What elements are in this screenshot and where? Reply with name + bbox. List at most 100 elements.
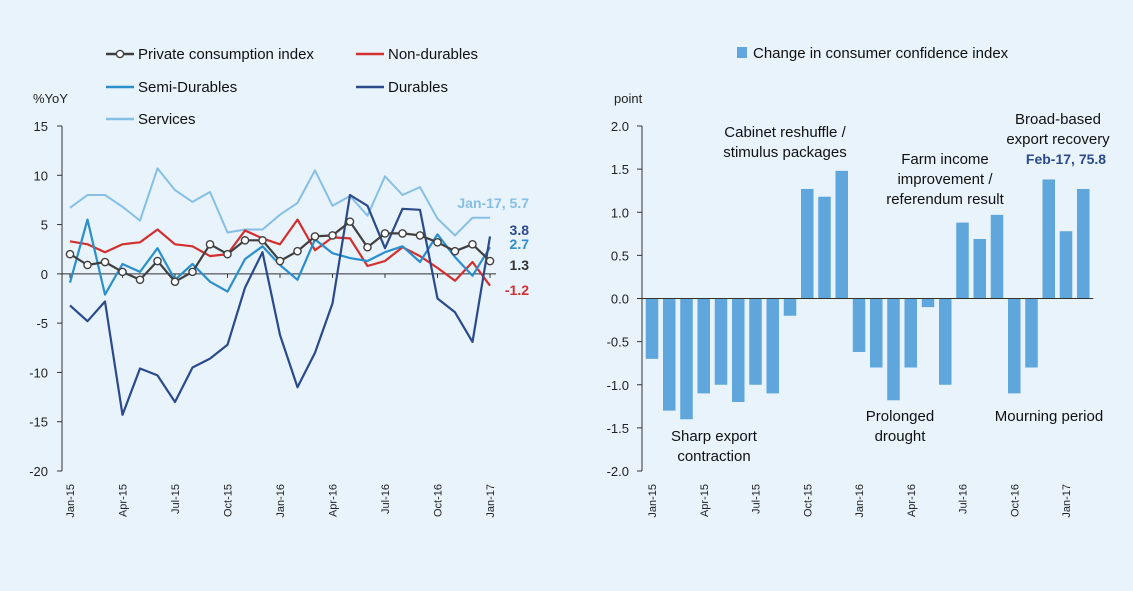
confidence-bar: [1077, 188, 1090, 299]
confidence-bar: [1008, 298, 1021, 394]
confidence-bar: [956, 222, 969, 299]
right-x-tick-label: Apr-16: [906, 484, 918, 517]
nondurables-legend-label: Non-durables: [388, 46, 478, 63]
durables-series-line: [69, 193, 492, 416]
private-point: [485, 256, 495, 266]
private-end-label: 1.3: [510, 257, 530, 273]
confidence-bar: [663, 298, 676, 411]
right-x-tick-label: Oct-16: [1009, 484, 1021, 517]
right-unit-label: point: [614, 91, 643, 106]
private-point: [275, 256, 285, 266]
services-series-line: [69, 167, 490, 237]
private-point: [328, 231, 337, 240]
confidence-bar: [887, 298, 900, 401]
left-unit-label: %YoY: [33, 91, 68, 106]
confidence-bar: [680, 298, 693, 420]
confidence-bar: [766, 298, 779, 394]
durables-end-label: 3.8: [510, 222, 530, 238]
right-y-tick-label: 1.5: [611, 162, 629, 177]
confidence-bar: [714, 298, 728, 385]
right-y-tick-label: 2.0: [611, 119, 629, 134]
left-y-tick-label: 15: [34, 119, 48, 134]
confidence-bar: [939, 298, 952, 385]
right-x-tick-label: Jan-15: [647, 484, 659, 518]
right-x-tick-label: Jan-16: [854, 484, 866, 518]
confidence-bar: [645, 298, 659, 359]
bar-annotation-text: referendum result: [886, 191, 1004, 208]
private-point: [345, 217, 355, 226]
services-legend-label: Services: [138, 111, 196, 128]
private-point: [398, 229, 407, 238]
right-y-tick-label: 0.0: [611, 292, 629, 307]
private-legend-label: Private consumption index: [138, 46, 314, 63]
confidence-bar: [921, 298, 935, 308]
right-x-tick-label: Apr-15: [699, 484, 711, 517]
private-point: [310, 232, 320, 241]
bar-annotation-text: contraction: [677, 448, 750, 465]
durables-legend-label: Durables: [388, 79, 448, 96]
confidence-bar: [1025, 298, 1038, 368]
bar-annotation-text: improvement /: [897, 171, 993, 188]
private-point: [293, 246, 302, 256]
left-x-tick-label: Jan-16: [275, 484, 287, 518]
bar-annotation-text: Mourning period: [995, 408, 1103, 425]
bar-annotation-text: stimulus packages: [723, 144, 846, 161]
private-point: [433, 238, 442, 247]
bar-annotation-text: drought: [875, 428, 927, 445]
left-y-tick-label: -10: [29, 365, 48, 380]
left-y-tick-label: -5: [36, 316, 48, 331]
confidence-bar: [697, 298, 710, 394]
confidence-bar: [835, 170, 848, 299]
private-point: [450, 246, 460, 256]
private-point: [188, 267, 197, 277]
left-x-tick-label: Jan-15: [65, 484, 77, 518]
confidence-bar: [1059, 231, 1073, 299]
consumption-line-chart: 15 10 5 0 -5 -10 -15 -20 %YoY Jan-15 Apr-15 Jul-15 O…: [29, 46, 529, 518]
right-x-tick-label: Jul-15: [751, 484, 763, 514]
right-x-tick-label: Jan-17: [1061, 484, 1073, 518]
right-x-tick-label: Oct-15: [802, 484, 814, 517]
bar-annotation-text: Sharp export: [671, 428, 758, 445]
confidence-chart-title: Change in consumer confidence index: [753, 45, 1009, 62]
feb17-highlight-label: Feb-17, 75.8: [1026, 151, 1106, 167]
left-x-tick-label: Oct-15: [223, 484, 235, 517]
services-end-label: Jan-17, 5.7: [457, 195, 529, 211]
nondurables-end-label: -1.2: [505, 282, 529, 298]
left-y-tick-label: 0: [41, 267, 48, 282]
private-point: [65, 249, 75, 259]
semidurables-legend-label: Semi-Durables: [138, 79, 237, 96]
nondurables-series-line: [69, 218, 491, 287]
private-point: [205, 239, 215, 249]
private-point: [363, 242, 372, 252]
private-point: [135, 275, 145, 285]
bar-annotation-text: Cabinet reshuffle /: [724, 124, 846, 141]
private-point: [258, 236, 267, 245]
confidence-bar: [1042, 179, 1055, 299]
confidence-bar: [852, 298, 866, 352]
private-point: [83, 260, 92, 270]
confidence-bar: [818, 196, 831, 299]
left-y-tick-label: 5: [41, 218, 48, 233]
bar-annotation-text: Farm income: [901, 151, 989, 168]
left-x-tick-label: Apr-16: [328, 484, 340, 517]
confidence-bar: [904, 298, 917, 368]
bar-annotation-text: export recovery: [1006, 131, 1110, 148]
left-x-tick-label: Oct-16: [433, 484, 445, 517]
private-point: [153, 256, 162, 266]
confidence-bar: [732, 298, 745, 402]
private-legend-marker: [115, 49, 125, 59]
left-x-tick-label: Jan-17: [485, 484, 497, 518]
left-x-tick-label: Apr-15: [118, 484, 130, 517]
private-point: [170, 277, 180, 287]
private-point: [100, 257, 110, 267]
right-y-tick-label: -0.5: [607, 335, 629, 350]
confidence-bar: [749, 298, 762, 385]
confidence-bar-chart: 2.0 1.5 1.0 0.5 0.0 -0.5 -1.0 -1.5 -2.0 point Jan-…: [607, 45, 1111, 518]
bar-annotation-text: Prolonged: [866, 408, 934, 425]
left-x-tick-label: Jul-15: [170, 484, 182, 514]
semidurables-end-label: 2.7: [510, 236, 530, 252]
confidence-bar: [801, 188, 814, 299]
left-x-tick-label: Jul-16: [380, 484, 392, 514]
